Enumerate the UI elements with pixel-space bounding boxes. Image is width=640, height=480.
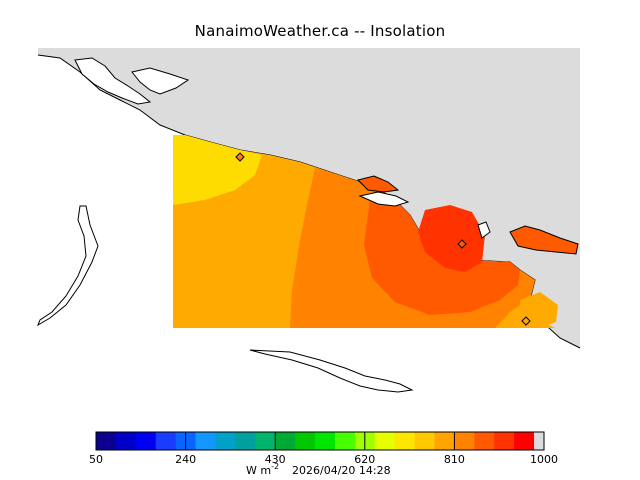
colorbar-swatch	[534, 432, 545, 450]
colorbar-swatch	[195, 432, 216, 450]
colorbar-swatch	[374, 432, 396, 450]
colorbar-swatch	[514, 432, 535, 450]
colorbar-swatch	[96, 432, 117, 450]
legend-timestamp: 2026/04/20 14:28	[292, 464, 391, 477]
colorbar-tick-label: 430	[265, 453, 286, 466]
station-nw	[235, 152, 245, 162]
colorbar-swatch	[454, 432, 475, 450]
colorbar-tick-label: 1000	[530, 453, 558, 466]
colorbar-tick-label: 810	[444, 453, 465, 466]
mainland-land	[38, 48, 580, 348]
colorbar-swatch	[155, 432, 177, 450]
station-se	[521, 316, 531, 326]
colorbar-swatch	[334, 432, 356, 450]
colorbar-swatch	[434, 432, 455, 450]
station-central	[457, 239, 467, 249]
colorbar-swatch	[394, 432, 416, 450]
colorbar-tick-label: 620	[354, 453, 375, 466]
inlet-3	[509, 225, 579, 255]
insolation-contours	[173, 135, 558, 328]
upper-island-2	[131, 67, 190, 95]
south-island	[249, 349, 414, 393]
colorbar-swatch	[235, 432, 256, 450]
colorbar-swatches	[96, 432, 545, 450]
inlet-1	[358, 191, 410, 207]
colorbar-swatch	[414, 432, 435, 450]
colorbar-tick-label: 240	[175, 453, 196, 466]
colorbar-swatch	[115, 432, 137, 450]
upper-island-1	[74, 57, 152, 105]
colorbar-swatch	[255, 432, 276, 450]
colorbar-swatch	[215, 432, 236, 450]
colorbar-swatch	[295, 432, 316, 450]
colorbar-swatch	[474, 432, 495, 450]
colorbar-tick-label: 50	[89, 453, 103, 466]
west-island	[36, 205, 99, 327]
inlet-2	[477, 221, 491, 239]
colorbar-swatch	[315, 432, 336, 450]
page-title: NanaimoWeather.ca -- Insolation	[194, 22, 446, 40]
colorbar-swatch	[135, 432, 157, 450]
colorbar-ticks: 50 240 430 620 810 1000	[89, 432, 558, 466]
legend-units: W m-2	[246, 462, 279, 477]
colorbar-swatch	[275, 432, 296, 450]
station-markers	[235, 152, 531, 326]
colorbar-swatch	[494, 432, 515, 450]
inlet-4	[357, 175, 400, 193]
